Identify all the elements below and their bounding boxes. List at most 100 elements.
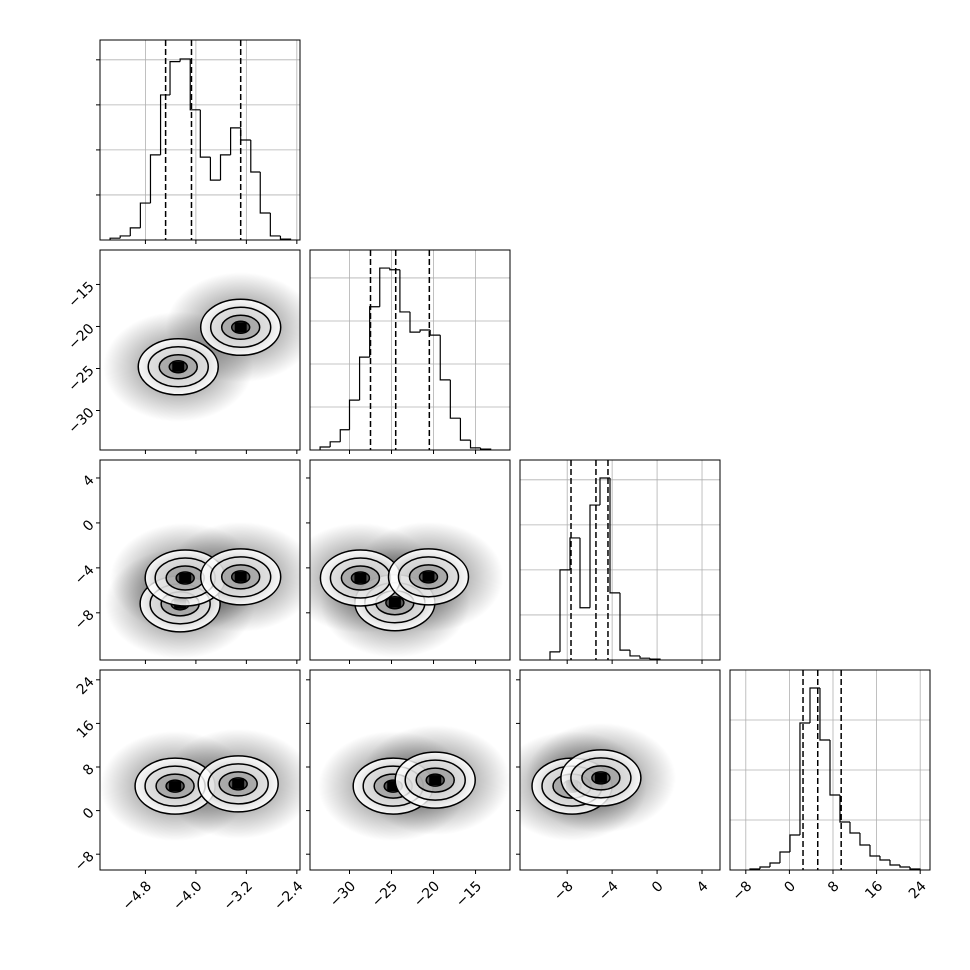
histogram-bin <box>439 335 451 381</box>
x-tick-label: −30 <box>327 878 359 910</box>
x-tick-label: 0 <box>649 878 667 896</box>
histogram-bin <box>379 267 390 307</box>
histogram-bin <box>859 833 870 846</box>
density-peak <box>179 572 192 583</box>
histogram-bin <box>609 478 620 594</box>
x-tick-label: −3.2 <box>221 878 256 913</box>
y-tick-label: −8 <box>72 849 98 875</box>
x-tick-label: −2.4 <box>271 878 306 913</box>
histogram-bin <box>129 227 141 236</box>
y-tick-label: −30 <box>65 405 97 437</box>
y-tick-label: 4 <box>80 472 98 490</box>
histogram-bin <box>869 845 880 857</box>
histogram-bin <box>579 537 590 609</box>
histogram-bin <box>469 440 481 449</box>
histogram-bin <box>779 851 790 863</box>
histogram-bin <box>219 154 231 181</box>
histogram-bin <box>259 171 271 214</box>
panel-frame <box>99 669 301 871</box>
histogram-bin <box>139 202 151 228</box>
density-panel <box>318 725 510 842</box>
density-panel <box>520 722 676 842</box>
histogram-bin <box>169 61 181 95</box>
panel-frame <box>309 669 511 871</box>
histogram-bin <box>599 477 610 506</box>
histogram-bin <box>358 356 370 401</box>
x-tick-label: 16 <box>862 878 886 902</box>
density-peak <box>388 597 401 608</box>
y-tick-label: −25 <box>65 363 97 395</box>
histogram-bin <box>199 109 211 158</box>
histogram-bin <box>429 330 441 336</box>
histogram-bin <box>449 379 461 419</box>
histogram-bin <box>889 860 900 866</box>
x-tick-label: −4.8 <box>120 878 155 913</box>
histogram-bin <box>369 306 380 358</box>
density-panel <box>103 272 300 422</box>
histogram-bin <box>829 740 840 796</box>
histogram-bin <box>559 569 570 652</box>
histogram-bin <box>459 418 471 441</box>
panel-frame <box>99 249 301 451</box>
histogram-bin <box>319 446 331 450</box>
density-peak <box>169 781 182 792</box>
histogram-bin <box>789 834 800 852</box>
histogram-bin <box>240 127 251 141</box>
histogram-bin <box>769 862 780 867</box>
density-peak <box>234 322 247 333</box>
y-tick-label: 0 <box>80 517 98 535</box>
histogram-bin <box>879 856 890 861</box>
density-panel <box>105 521 300 659</box>
panel-frame <box>309 459 511 661</box>
panel-frame <box>99 459 301 661</box>
histogram-bin <box>189 58 201 111</box>
x-tick-label: −8 <box>551 878 577 904</box>
x-tick-label: −4 <box>596 878 622 904</box>
panel-frame <box>519 459 721 661</box>
histogram-bin <box>159 94 171 155</box>
histogram-bin <box>819 688 830 741</box>
density-peak <box>594 772 607 783</box>
density-peak <box>232 778 245 789</box>
x-tick-label: −20 <box>411 878 443 910</box>
histogram-bin <box>419 329 431 333</box>
density-panel <box>310 521 504 658</box>
x-tick-label: 8 <box>825 878 843 896</box>
histogram-bin <box>269 212 281 237</box>
x-tick-label: −8 <box>730 878 756 904</box>
histogram-bin <box>209 157 221 181</box>
x-tick-label: −15 <box>453 878 485 910</box>
x-tick-label: 4 <box>694 878 712 896</box>
histogram-bin <box>229 127 241 155</box>
density-peak <box>387 781 400 792</box>
density-peak <box>354 572 367 583</box>
x-tick-label: −4.0 <box>170 878 205 913</box>
histogram-bin <box>849 822 860 834</box>
density-panel <box>100 728 300 842</box>
density-peak <box>429 775 442 786</box>
histogram-bin <box>109 237 121 240</box>
histogram-bin <box>629 650 640 657</box>
y-tick-label: 16 <box>74 718 98 742</box>
histogram-bin <box>839 795 850 823</box>
y-tick-label: −8 <box>72 607 98 633</box>
density-peak <box>234 571 247 582</box>
density-peak <box>172 361 185 372</box>
histogram-bin <box>279 235 292 240</box>
histogram-bin <box>399 269 410 313</box>
panel-frame <box>99 39 301 241</box>
histogram-bin <box>119 235 131 239</box>
panel-frame <box>519 669 721 871</box>
x-tick-label: 24 <box>906 878 930 902</box>
histogram-bin <box>348 399 360 430</box>
histogram-bin <box>759 866 770 869</box>
histogram-bin <box>250 140 261 173</box>
y-tick-label: 0 <box>80 805 98 823</box>
y-tick-label: −4 <box>72 562 98 588</box>
y-tick-label: 24 <box>74 674 98 698</box>
histogram-bin <box>329 441 341 447</box>
x-tick-label: −25 <box>369 878 401 910</box>
histogram-bin <box>619 592 630 651</box>
histogram-bin <box>179 58 191 62</box>
